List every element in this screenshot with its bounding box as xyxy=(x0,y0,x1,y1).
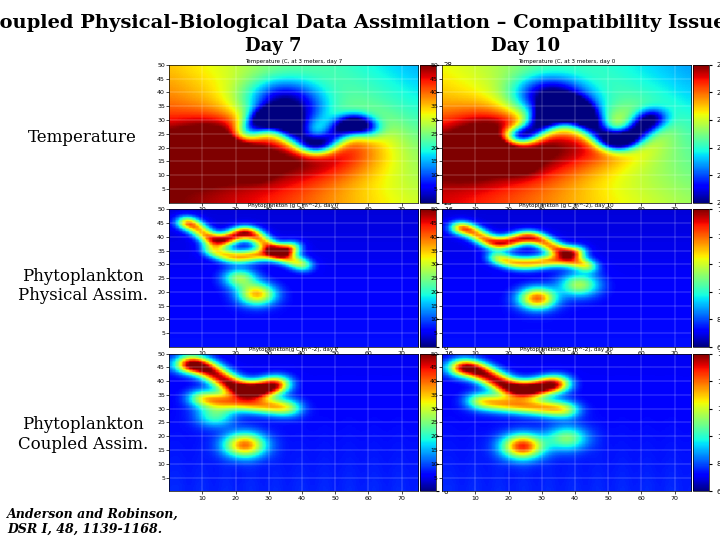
Title: Phytoplankton (g C m^-2), day 10: Phytoplankton (g C m^-2), day 10 xyxy=(519,203,614,208)
Text: Phytoplankton
Physical Assim.: Phytoplankton Physical Assim. xyxy=(18,268,148,305)
Title: Phytoplankton(g C m^-2), day 10: Phytoplankton(g C m^-2), day 10 xyxy=(521,347,613,353)
Title: Phytoplankton (g C m^-2), day 7: Phytoplankton (g C m^-2), day 7 xyxy=(248,203,339,208)
Text: Coupled Physical-Biological Data Assimilation – Compatibility Issues: Coupled Physical-Biological Data Assimil… xyxy=(0,14,720,31)
Text: Day 7: Day 7 xyxy=(246,37,302,55)
Text: Anderson and Robinson,
DSR I, 48, 1139-1168.: Anderson and Robinson, DSR I, 48, 1139-1… xyxy=(7,508,179,536)
Title: Phytoplankton(g C m^-2), day 7: Phytoplankton(g C m^-2), day 7 xyxy=(249,347,338,353)
Text: Phytoplankton
Coupled Assim.: Phytoplankton Coupled Assim. xyxy=(18,416,148,453)
Title: Temperature (C, at 3 meters, day 7: Temperature (C, at 3 meters, day 7 xyxy=(245,59,343,64)
Text: Temperature: Temperature xyxy=(28,129,138,146)
Text: Day 10: Day 10 xyxy=(491,37,560,55)
Title: Temperature (C, at 3 meters, day 0: Temperature (C, at 3 meters, day 0 xyxy=(518,59,616,64)
